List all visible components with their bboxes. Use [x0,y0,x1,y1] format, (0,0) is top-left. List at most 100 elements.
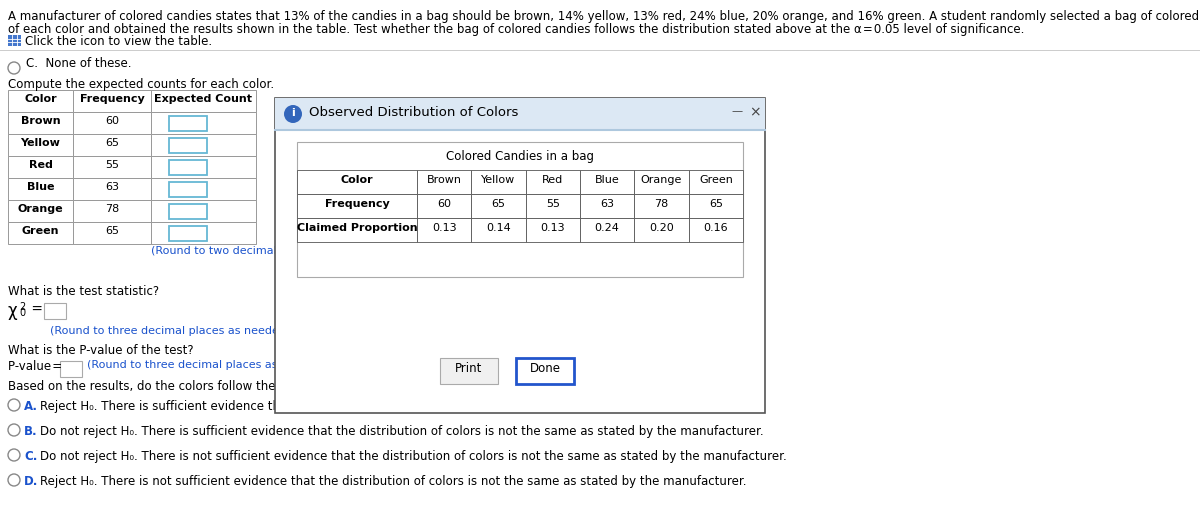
Text: 63: 63 [106,182,119,192]
Bar [298,218,418,242]
Bar [73,90,151,112]
Text: 0.13: 0.13 [540,223,565,233]
Text: B.: B. [24,425,37,438]
Bar [526,170,580,194]
Bar [73,178,151,200]
Bar [275,98,766,413]
Bar [8,156,73,178]
Bar [580,170,635,194]
Bar [516,358,574,384]
Bar [8,134,73,156]
Bar [418,194,472,218]
Text: Print: Print [455,363,482,375]
Text: 0.16: 0.16 [703,223,728,233]
Text: 65: 65 [106,226,119,236]
Text: Green: Green [698,175,733,185]
Text: What is the test statistic?: What is the test statistic? [8,285,160,298]
Text: Frequency: Frequency [325,199,389,209]
Bar [526,194,580,218]
Text: χ: χ [8,302,18,320]
Bar [8,222,73,244]
Bar [151,156,256,178]
Bar [689,194,743,218]
Bar [689,170,743,194]
Text: 55: 55 [546,199,560,209]
Bar [169,182,208,196]
Bar [44,303,66,319]
Bar [635,194,689,218]
Text: 65: 65 [709,199,722,209]
Bar [151,178,256,200]
Bar [526,218,580,242]
Bar [472,218,526,242]
Text: =: = [28,302,47,316]
Text: 65: 65 [492,199,505,209]
Text: 0: 0 [19,308,25,318]
Text: D.: D. [24,475,38,488]
Text: Claimed Proportion: Claimed Proportion [296,223,418,233]
Text: 0.14: 0.14 [486,223,511,233]
Bar [635,218,689,242]
Text: C.  None of these.: C. None of these. [26,57,132,70]
Text: Blue: Blue [26,182,54,192]
Text: —: — [731,106,742,116]
Text: (Round to three decimal places as needed.): (Round to three decimal places as needed… [50,326,294,336]
Bar [440,358,498,384]
Text: 65: 65 [106,138,119,148]
Bar [580,218,635,242]
Text: 2: 2 [19,302,25,312]
Bar [151,90,256,112]
Bar [169,116,208,131]
Bar [8,200,73,222]
Circle shape [284,105,302,123]
Bar [151,222,256,244]
Text: Based on the results, do the colors follow the same distribution as stated in th: Based on the results, do the colors foll… [8,380,539,393]
Bar [8,112,73,134]
Text: Orange: Orange [18,204,64,214]
Bar [635,170,689,194]
Bar [275,98,766,130]
Text: Yellow: Yellow [20,138,60,148]
Bar [60,361,82,377]
Bar [8,178,73,200]
Text: Compute the expected counts for each color.: Compute the expected counts for each col… [8,78,274,91]
Bar [298,142,743,277]
Text: Frequency: Frequency [79,94,144,104]
Bar [169,226,208,241]
Text: Reject H₀. There is sufficient evidence that the distribution of colors is not t: Reject H₀. There is sufficient evidence … [40,400,724,413]
Bar [151,112,256,134]
Bar [169,203,208,218]
Text: 55: 55 [106,160,119,170]
Text: 0.20: 0.20 [649,223,674,233]
Text: What is the P-value of the test?: What is the P-value of the test? [8,344,193,357]
Bar [169,159,208,175]
Text: C.: C. [24,450,37,463]
Bar [689,218,743,242]
Text: Click the icon to view the table.: Click the icon to view the table. [25,35,212,48]
Bar [298,170,418,194]
Text: Blue: Blue [595,175,619,185]
Bar [73,112,151,134]
Text: Orange: Orange [641,175,682,185]
Text: Do not reject H₀. There is not sufficient evidence that the distribution of colo: Do not reject H₀. There is not sufficien… [40,450,787,463]
Text: 60: 60 [106,116,119,126]
Text: 60: 60 [437,199,451,209]
Text: (Round to three decimal places as needed.): (Round to three decimal places as needed… [88,360,331,370]
Bar [472,170,526,194]
Text: 0.24: 0.24 [595,223,619,233]
Text: 0.13: 0.13 [432,223,456,233]
Bar [73,200,151,222]
Text: Colored Candies in a bag: Colored Candies in a bag [446,150,594,163]
Text: A.: A. [24,400,38,413]
Bar [472,194,526,218]
Bar [151,200,256,222]
Text: Reject H₀. There is not sufficient evidence that the distribution of colors is n: Reject H₀. There is not sufficient evide… [40,475,746,488]
Text: Color: Color [341,175,373,185]
Text: Green: Green [22,226,59,236]
Bar [169,138,208,152]
Text: Expected Count: Expected Count [155,94,252,104]
Text: P-value =: P-value = [8,360,64,373]
Bar [151,134,256,156]
Text: (Round to two decimal pla: (Round to two decimal pla [151,246,298,256]
Text: ×: × [749,105,761,119]
